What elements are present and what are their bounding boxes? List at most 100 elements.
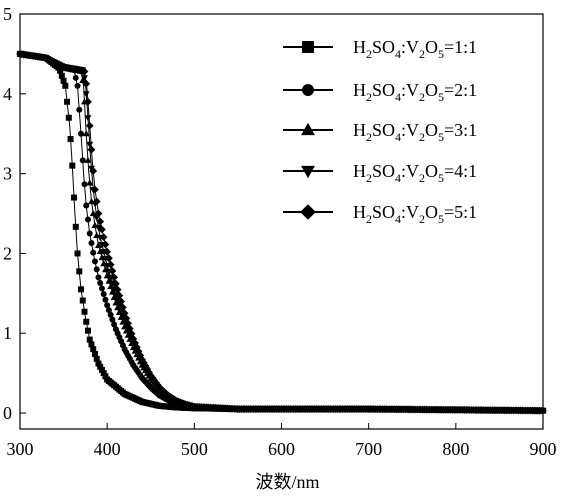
- legend-text: SO: [372, 120, 395, 140]
- series-marker: [115, 291, 124, 300]
- legend-marker: [300, 204, 316, 220]
- series-marker: [132, 343, 141, 352]
- series-marker: [101, 240, 110, 249]
- legend-item-2: H2SO4:V2O5=2:1: [283, 80, 477, 104]
- series-marker: [78, 286, 85, 293]
- legend-text: =1:1: [444, 37, 477, 57]
- series-marker: [84, 156, 92, 163]
- series-marker: [95, 224, 102, 232]
- legend-text: SO: [372, 37, 395, 57]
- series-marker: [97, 279, 104, 286]
- legend-text: H: [353, 37, 366, 57]
- legend-label: H2SO4:V2O5=4:1: [353, 161, 477, 185]
- legend-text: H: [353, 202, 366, 222]
- series-marker: [88, 240, 95, 247]
- legend-subscript: 2: [366, 47, 372, 61]
- series-marker: [74, 250, 81, 257]
- series-marker: [111, 321, 118, 328]
- legend-item-3: H2SO4:V2O5=3:1: [283, 120, 477, 144]
- y-tick-label: 4: [3, 84, 12, 104]
- legend-text: O: [425, 80, 438, 100]
- series-marker: [122, 314, 131, 323]
- x-tick-label: 600: [268, 439, 295, 459]
- series-marker: [105, 254, 113, 263]
- series-marker: [96, 247, 104, 255]
- series-marker: [104, 302, 111, 309]
- series-marker: [106, 260, 115, 269]
- legend-subscript: 2: [366, 171, 372, 185]
- series-marker: [91, 185, 99, 194]
- y-tick-label: 3: [3, 164, 12, 184]
- series-marker: [82, 79, 91, 88]
- legend-subscript: 2: [419, 212, 425, 226]
- legend-text: =2:1: [444, 80, 477, 100]
- series-marker: [79, 297, 86, 304]
- series-marker: [107, 311, 114, 318]
- legend-subscript: 4: [395, 90, 401, 104]
- series-marker: [78, 130, 85, 137]
- x-tick-label: 400: [94, 439, 121, 459]
- series-marker: [82, 91, 90, 98]
- legend-label: H2SO4:V2O5=3:1: [353, 120, 477, 144]
- series-layer: [16, 50, 547, 415]
- legend-subscript: 2: [419, 47, 425, 61]
- series-marker: [72, 74, 79, 81]
- series-marker: [105, 307, 112, 314]
- legend-subscript: 4: [395, 171, 401, 185]
- series-marker: [89, 167, 98, 175]
- x-tick-label: 500: [181, 439, 208, 459]
- legend-marker: [301, 122, 315, 136]
- series-marker: [102, 296, 109, 303]
- y-tick-label: 0: [3, 403, 12, 423]
- legend-subscript: 4: [395, 47, 401, 61]
- series-marker: [93, 266, 100, 273]
- legend-subscript: 2: [419, 130, 425, 144]
- legend-subscript: 4: [395, 212, 401, 226]
- series-marker: [76, 106, 83, 113]
- series-marker: [94, 209, 103, 218]
- series-marker: [82, 130, 90, 137]
- series-marker: [81, 75, 88, 82]
- legend-label: H2SO4:V2O5=5:1: [353, 202, 477, 226]
- legend-subscript: 2: [366, 130, 372, 144]
- x-tick-label: 900: [530, 439, 557, 459]
- series-marker: [91, 258, 98, 265]
- legend-subscript: 5: [438, 212, 444, 226]
- series-marker: [81, 308, 88, 315]
- legend-text: :V: [401, 202, 419, 222]
- y-tick-label: 2: [3, 243, 12, 263]
- series-marker: [100, 370, 107, 377]
- series-marker: [539, 406, 547, 415]
- series-marker: [67, 136, 74, 143]
- legend-subscript: 2: [419, 90, 425, 104]
- series-marker: [110, 273, 119, 282]
- series-marker: [125, 324, 134, 333]
- series-marker: [95, 241, 102, 248]
- legend-subscript: 5: [438, 130, 444, 144]
- series-marker: [81, 181, 88, 188]
- legend-marker: [301, 165, 315, 179]
- series-marker: [93, 355, 100, 362]
- legend-subscript: 2: [366, 212, 372, 226]
- series-marker: [62, 82, 69, 89]
- x-tick-label: 700: [355, 439, 382, 459]
- series-marker: [113, 285, 122, 294]
- series-marker: [88, 341, 95, 348]
- series-marker: [60, 77, 67, 84]
- legend-label: H2SO4:V2O5=1:1: [353, 37, 477, 61]
- legend-subscript: 5: [438, 90, 444, 104]
- series-marker: [97, 363, 104, 370]
- legend-subscript: 4: [395, 130, 401, 144]
- series-marker: [91, 350, 98, 357]
- legend-text: O: [425, 37, 438, 57]
- series-marker: [96, 217, 105, 226]
- series-marker: [98, 225, 106, 234]
- series-marker: [99, 233, 108, 242]
- series-marker: [83, 202, 90, 209]
- series-marker: [64, 98, 71, 105]
- legend-text: H: [353, 161, 366, 181]
- legend-text: =3:1: [444, 120, 477, 140]
- series-5: [16, 50, 547, 415]
- x-tick-label: 300: [7, 439, 34, 459]
- y-tick-label: 1: [3, 323, 12, 343]
